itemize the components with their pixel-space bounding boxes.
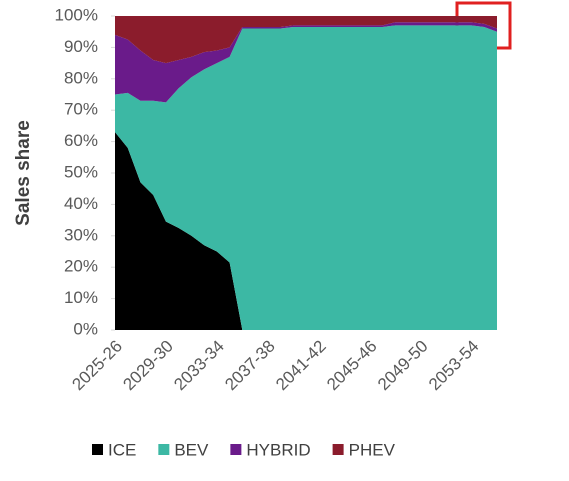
y-tick-label: 60%: [64, 131, 98, 150]
legend-swatch: [332, 444, 344, 455]
x-tick-label: 2041-42: [272, 337, 330, 395]
x-tick-label: 2033-34: [170, 337, 228, 395]
area: [115, 132, 497, 330]
y-tick-label: 20%: [64, 257, 98, 276]
y-axis-label: Sales share: [13, 120, 34, 226]
y-tick-label: 0%: [73, 319, 98, 338]
y-tick-label: 70%: [64, 100, 98, 119]
legend-label: BEV: [174, 440, 209, 459]
legend-swatch: [230, 444, 242, 455]
x-tick-label: 2025-26: [68, 337, 126, 395]
legend-label: HYBRID: [246, 440, 310, 459]
y-tick-label: 100%: [55, 5, 98, 24]
legend-swatch: [92, 444, 103, 455]
x-tick-label: 2037-38: [221, 337, 279, 395]
y-tick-label: 50%: [64, 162, 98, 181]
y-tick-label: 10%: [64, 288, 98, 307]
legend-label: ICE: [108, 440, 136, 459]
x-tick-label: 2053-54: [425, 337, 483, 395]
legend-label: PHEV: [349, 440, 396, 459]
area: [115, 25, 497, 330]
x-tick-label: 2045-46: [323, 337, 381, 395]
x-tick-label: 2049-50: [374, 337, 432, 395]
y-tick-label: 40%: [64, 194, 98, 213]
legend-swatch: [158, 444, 170, 455]
x-tick-label: 2029-30: [119, 337, 177, 395]
area: [115, 22, 497, 103]
area: [115, 16, 497, 64]
y-tick-label: 80%: [64, 68, 98, 87]
y-tick-label: 90%: [64, 37, 98, 56]
y-tick-label: 30%: [64, 225, 98, 244]
